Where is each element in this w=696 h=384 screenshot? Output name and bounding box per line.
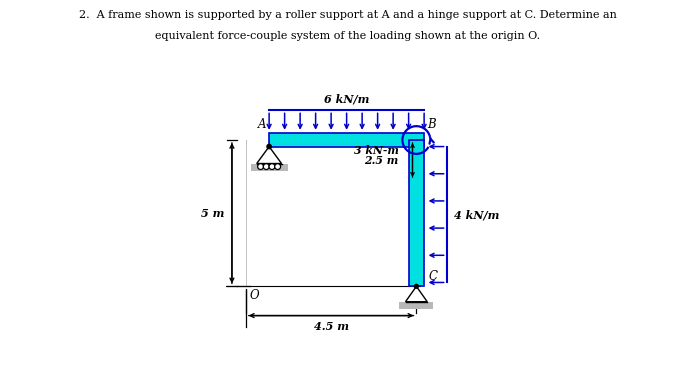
Text: C: C [429, 270, 438, 283]
Text: equivalent force-couple system of the loading shown at the origin O.: equivalent force-couple system of the lo… [155, 31, 541, 41]
Text: 4.5 m: 4.5 m [314, 321, 349, 332]
Bar [251, 164, 287, 171]
Text: 5 m: 5 m [201, 208, 224, 218]
Bar [400, 302, 434, 309]
Polygon shape [406, 286, 427, 302]
Text: 3 kN-m: 3 kN-m [354, 145, 399, 156]
Circle shape [414, 285, 418, 288]
Circle shape [275, 164, 280, 169]
Bar [269, 134, 424, 147]
Text: 2.5 m: 2.5 m [364, 154, 399, 166]
Circle shape [258, 164, 264, 169]
Polygon shape [257, 147, 281, 164]
Text: B: B [427, 118, 436, 131]
Text: O: O [250, 290, 260, 303]
Text: 2.  A frame shown is supported by a roller support at A and a hinge support at C: 2. A frame shown is supported by a rolle… [79, 10, 617, 20]
Text: 4 kN/m: 4 kN/m [454, 209, 500, 220]
Circle shape [263, 164, 269, 169]
Bar [409, 140, 424, 286]
Circle shape [269, 164, 275, 169]
Circle shape [267, 144, 271, 149]
Text: A: A [258, 118, 266, 131]
Text: 6 kN/m: 6 kN/m [324, 93, 370, 104]
